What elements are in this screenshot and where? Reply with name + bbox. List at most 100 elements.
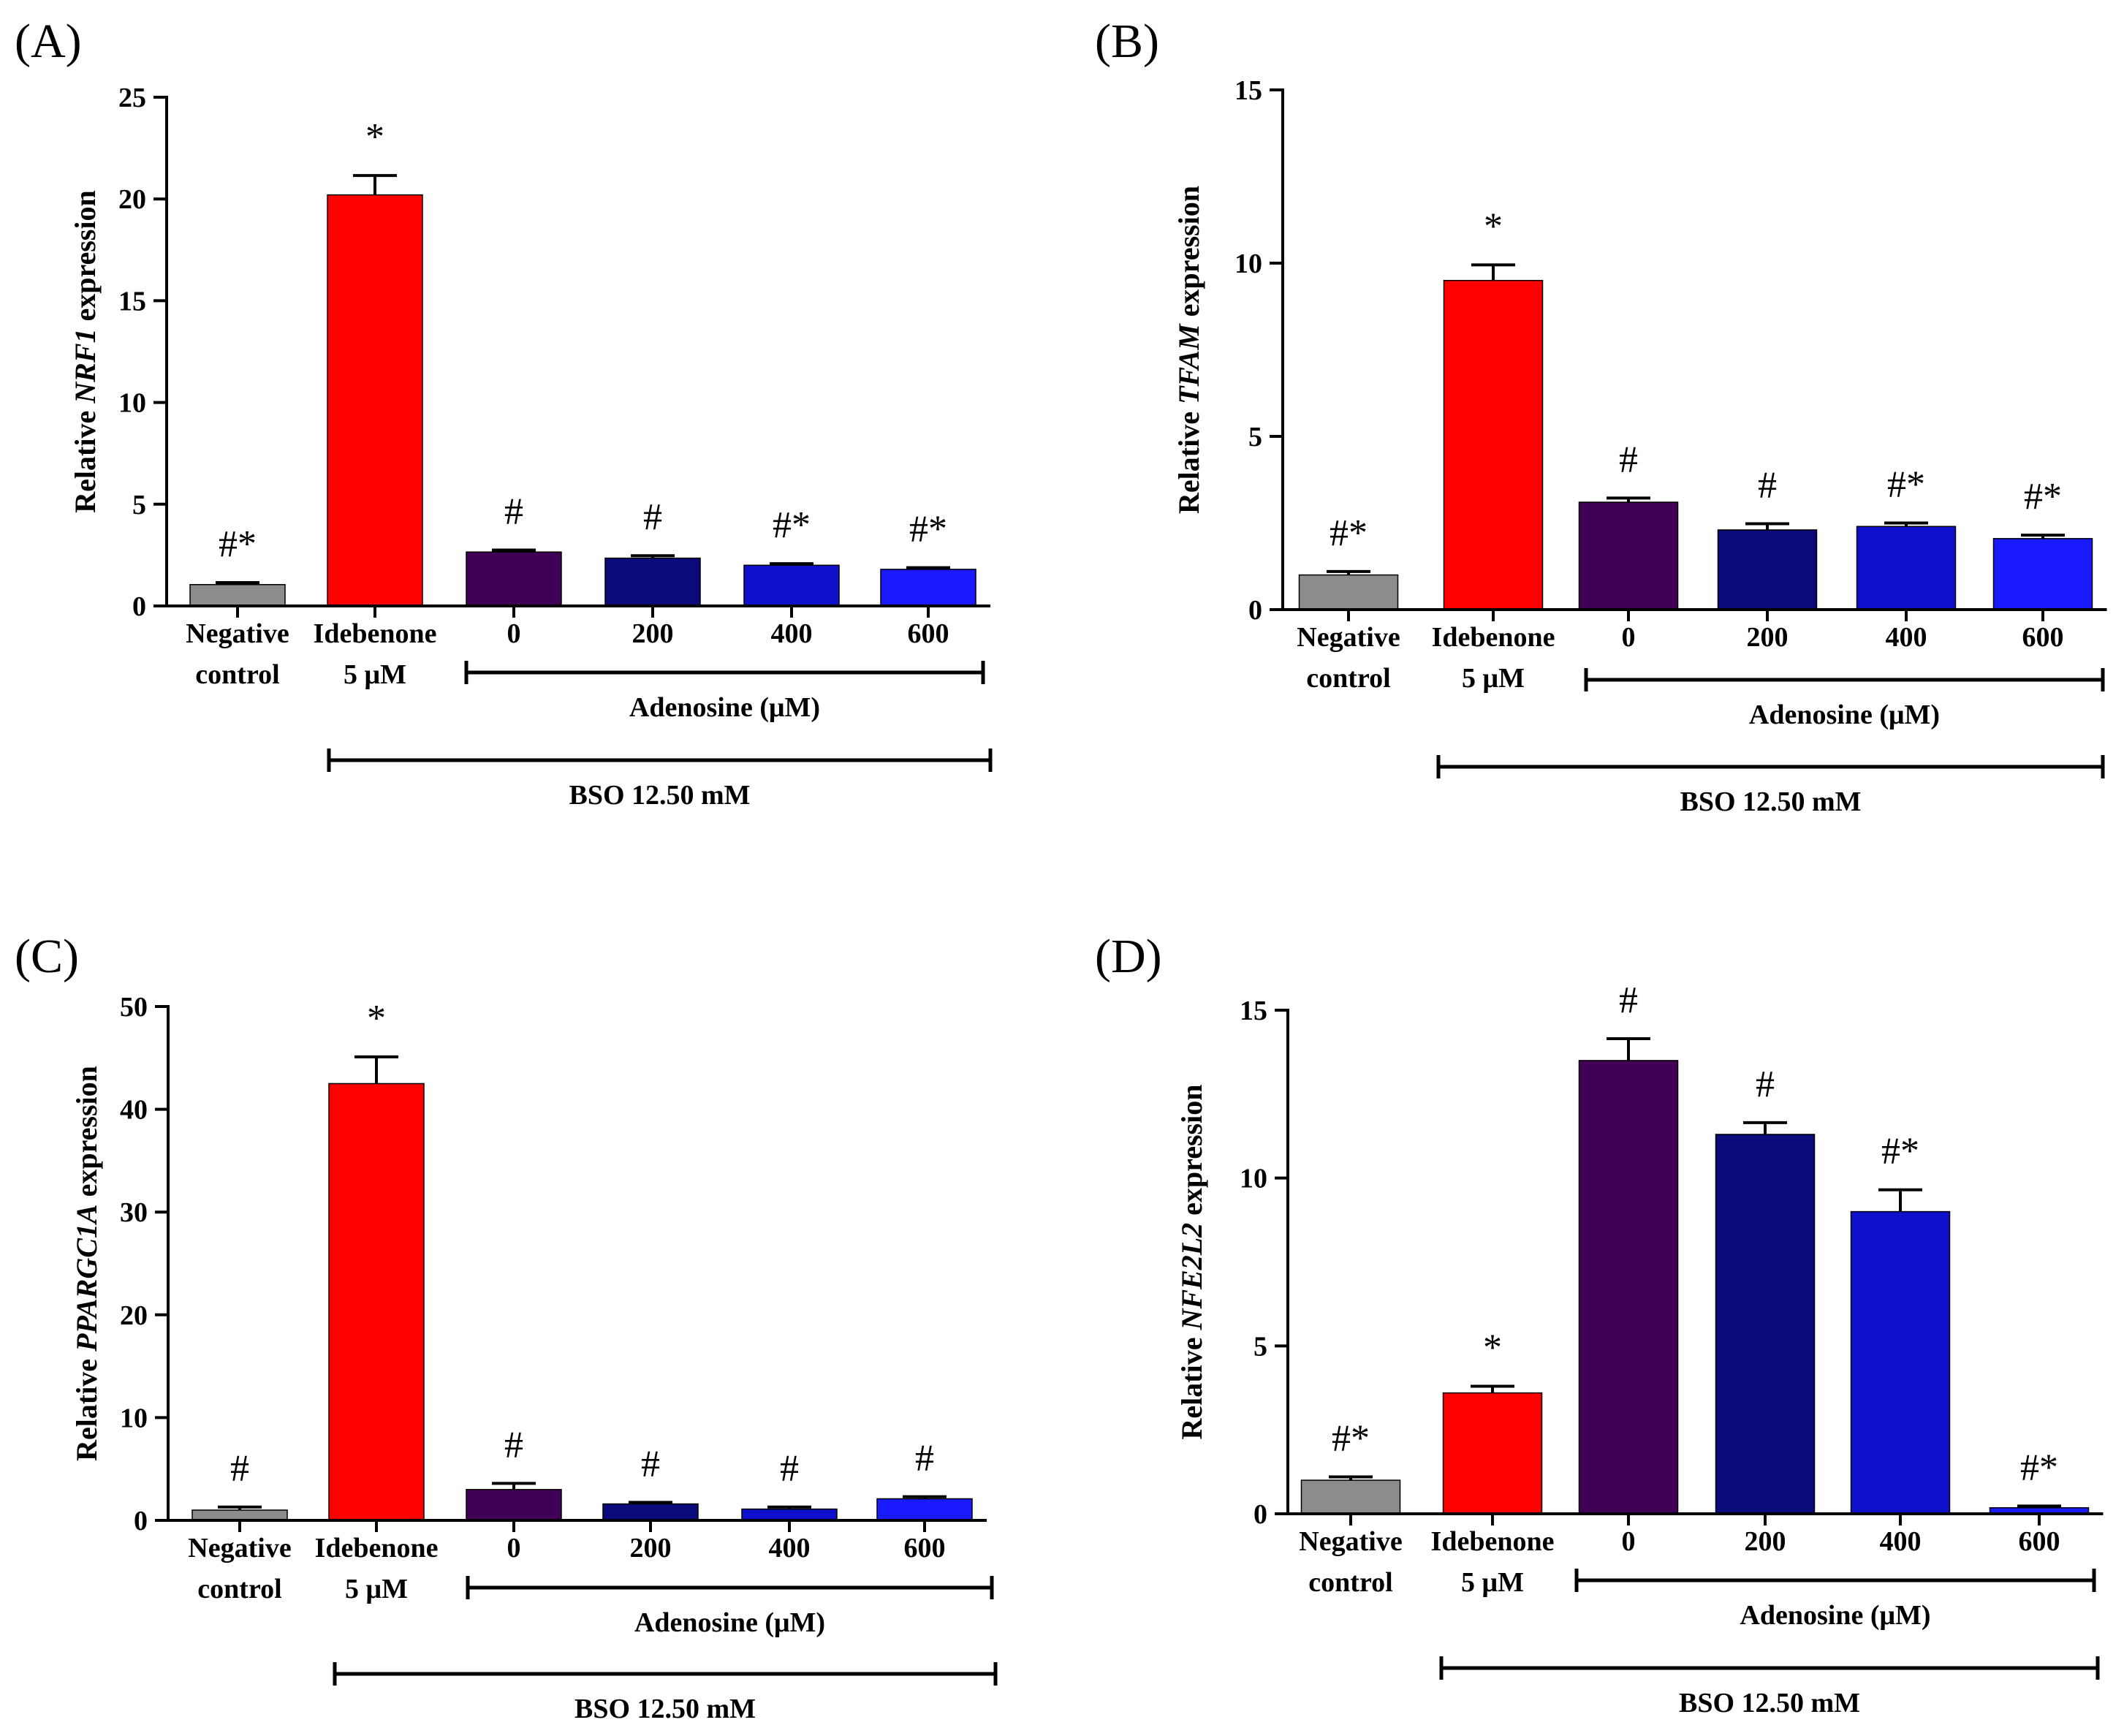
category-label: Negative <box>186 618 289 649</box>
y-axis-label: Relative NRF1 expression <box>69 190 102 512</box>
significance-mark: # <box>643 496 662 538</box>
significance-mark: # <box>915 1438 934 1479</box>
category-label: control <box>1308 1567 1392 1598</box>
bso-label: BSO 12.50 mM <box>1679 1688 1860 1718</box>
significance-mark: #* <box>1332 1417 1370 1459</box>
significance-mark: #* <box>1881 1131 1919 1172</box>
bar <box>1300 1479 1401 1515</box>
y-tick-label: 5 <box>1253 1331 1267 1362</box>
y-tick-label: 0 <box>1253 1499 1267 1530</box>
significance-mark: # <box>504 1424 523 1466</box>
adenosine-label: Adenosine (μM) <box>1749 700 1940 730</box>
category-label: 400 <box>769 1533 811 1563</box>
bar <box>327 194 423 607</box>
y-tick-label: 15 <box>1240 996 1267 1026</box>
y-axis-label: Relative TFAM expression <box>1172 186 1205 514</box>
y-axis-label-gene: NRF1 <box>69 329 102 404</box>
category-label: 600 <box>2022 622 2064 653</box>
significance-mark: * <box>365 116 384 158</box>
significance-mark: #* <box>1330 512 1368 554</box>
bar <box>604 557 701 607</box>
category-label: Negative <box>1299 1526 1402 1557</box>
category-label: 200 <box>1747 622 1789 653</box>
category-label: 0 <box>1622 1526 1636 1557</box>
y-tick-label: 5 <box>132 490 146 520</box>
significance-mark: #* <box>1887 464 1925 506</box>
category-label: 600 <box>2019 1526 2060 1557</box>
bar <box>876 1498 973 1521</box>
bar <box>602 1503 699 1521</box>
y-axis-label-suffix: expression <box>1175 1085 1208 1223</box>
significance-mark: # <box>1756 1064 1775 1105</box>
chart-panel-b: (B) #* * # # #* #* 0 5 10 15 Negative control Idebeno… <box>1095 15 2107 817</box>
y-axis-label-gene: TFAM <box>1172 323 1205 404</box>
bar <box>1578 501 1679 610</box>
y-tick-label: 10 <box>118 388 146 419</box>
significance-mark: #* <box>219 523 257 565</box>
significance-mark: # <box>641 1443 660 1485</box>
bar <box>1298 574 1399 610</box>
category-label: Negative <box>1297 622 1400 653</box>
category-label: 5 μM <box>1461 1567 1524 1598</box>
category-label: Negative <box>188 1533 291 1563</box>
bar <box>1715 1134 1816 1515</box>
y-tick-label: 15 <box>1234 75 1262 106</box>
category-label: 600 <box>908 618 949 649</box>
category-label: 200 <box>632 618 674 649</box>
adenosine-label: Adenosine (μM) <box>634 1607 825 1638</box>
y-tick-label: 15 <box>118 286 146 317</box>
bar <box>880 569 976 607</box>
y-tick-label: 10 <box>120 1403 148 1433</box>
bar <box>1850 1210 1951 1515</box>
bar <box>191 1509 288 1521</box>
category-label: 600 <box>904 1533 946 1563</box>
bar <box>1856 526 1957 610</box>
bar <box>1578 1060 1679 1515</box>
category-label: Idebenone <box>315 1533 439 1563</box>
y-tick-label: 0 <box>1248 595 1262 626</box>
y-tick-label: 10 <box>1240 1164 1267 1194</box>
category-label: Idebenone <box>1431 1526 1555 1557</box>
y-axis-label-suffix: expression <box>1172 186 1205 324</box>
bar <box>1443 279 1544 610</box>
bar <box>741 1508 838 1521</box>
bso-label: BSO 12.50 mM <box>1680 786 1861 817</box>
y-axis-label-gene: NFE2L2 <box>1175 1223 1208 1331</box>
category-label: 400 <box>771 618 813 649</box>
category-label: 0 <box>1622 622 1636 653</box>
y-tick-label: 20 <box>118 184 146 215</box>
panel-label: (A) <box>15 15 82 68</box>
category-label: control <box>1306 663 1390 694</box>
chart-panel-a: (A) #* * # # #* #* 0 5 10 15 20 25 Negative control Ide… <box>15 15 993 811</box>
chart-panel-d: (D) #* * # # #* #* 0 5 10 15 Negative control Idebeno… <box>1095 930 2104 1718</box>
y-axis-label-suffix: expression <box>69 190 102 328</box>
category-label: 0 <box>507 618 521 649</box>
y-tick-label: 25 <box>118 83 146 113</box>
category-label: 5 μM <box>345 1574 408 1604</box>
significance-mark: #* <box>773 504 811 546</box>
y-tick-label: 50 <box>120 992 148 1023</box>
category-label: 0 <box>507 1533 521 1563</box>
y-tick-label: 5 <box>1248 422 1262 452</box>
significance-mark: # <box>780 1448 799 1490</box>
category-label: 200 <box>630 1533 672 1563</box>
category-label: Idebenone <box>1432 622 1555 653</box>
y-axis-label-prefix: Relative <box>69 403 102 513</box>
bar <box>1992 538 2093 610</box>
bar <box>466 1489 562 1521</box>
y-axis-label-suffix: expression <box>70 1066 103 1204</box>
panel-label: (C) <box>15 930 79 983</box>
bar <box>328 1083 425 1521</box>
y-axis-label-gene: PPARGC1A <box>70 1204 103 1352</box>
adenosine-label: Adenosine (μM) <box>629 692 820 723</box>
category-label: 400 <box>1886 622 1927 653</box>
category-label: control <box>197 1574 281 1604</box>
panel-label: (B) <box>1095 15 1159 68</box>
category-label: Idebenone <box>314 618 437 649</box>
adenosine-label: Adenosine (μM) <box>1740 1600 1930 1631</box>
category-label: control <box>195 659 279 690</box>
bar <box>743 564 840 607</box>
panel-label: (D) <box>1095 930 1162 983</box>
category-label: 400 <box>1880 1526 1922 1557</box>
